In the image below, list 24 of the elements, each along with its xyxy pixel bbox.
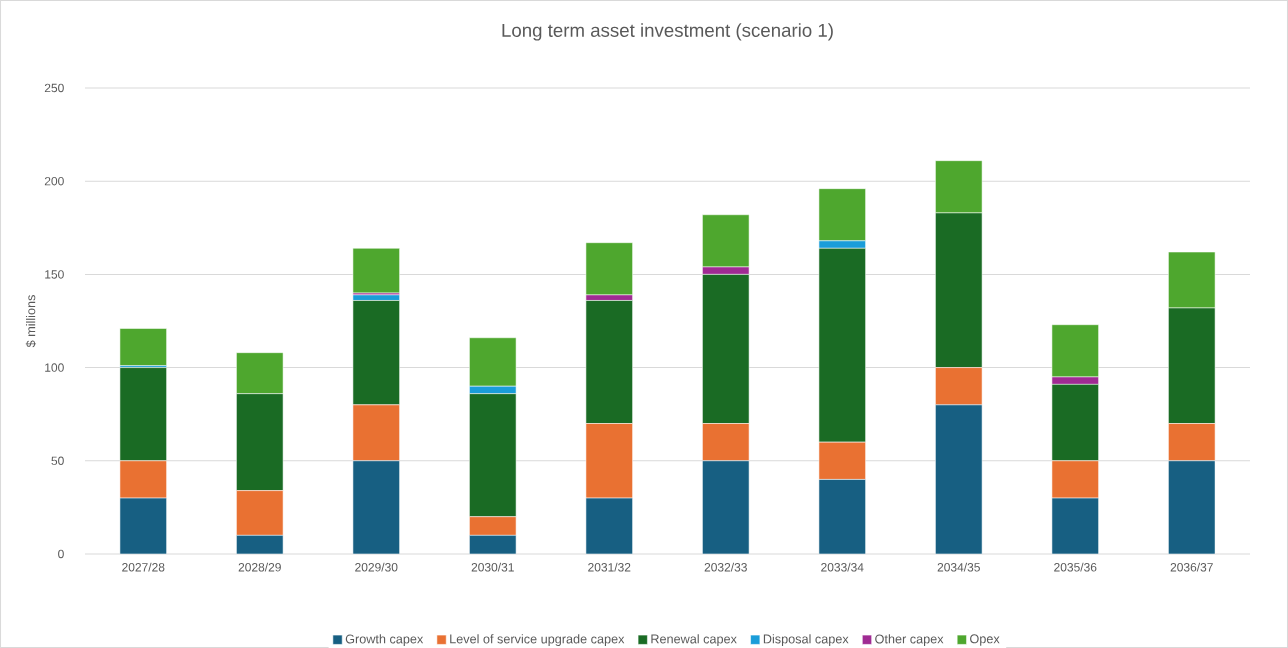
x-tick-label: 2032/33 [704, 562, 747, 572]
y-tick-label: 50 [51, 456, 64, 466]
x-tick-label: 2027/28 [122, 562, 165, 572]
x-tick-label: 2029/30 [355, 562, 398, 572]
y-axis-title: $ millions [25, 295, 37, 348]
y-tick-label: 0 [58, 549, 64, 559]
y-tick-label: 150 [45, 270, 64, 279]
x-tick-label: 2028/29 [238, 562, 281, 572]
y-tick-label: 200 [44, 176, 64, 186]
x-tick-label: 2030/31 [471, 562, 514, 572]
x-tick-label: 2036/37 [1170, 562, 1213, 572]
y-tick-label: 250 [44, 83, 64, 93]
x-tick-label: 2034/35 [937, 562, 980, 572]
x-tick-label: 2033/34 [821, 562, 864, 572]
legend-label: Growth capex [345, 634, 424, 646]
chart-title: Long term asset investment (scenario 1) [502, 23, 833, 41]
y-tick-label: 100 [45, 363, 64, 372]
x-tick-label: 2031/32 [588, 562, 631, 572]
legend-label: Level of service upgrade capex [450, 634, 625, 646]
legend-label: Other capex [875, 634, 944, 646]
x-tick-label: 2035/36 [1054, 562, 1097, 572]
legend-label: Opex [970, 634, 1000, 646]
legend-label: Renewal capex [651, 634, 737, 646]
legend-label: Disposal capex [763, 634, 849, 646]
